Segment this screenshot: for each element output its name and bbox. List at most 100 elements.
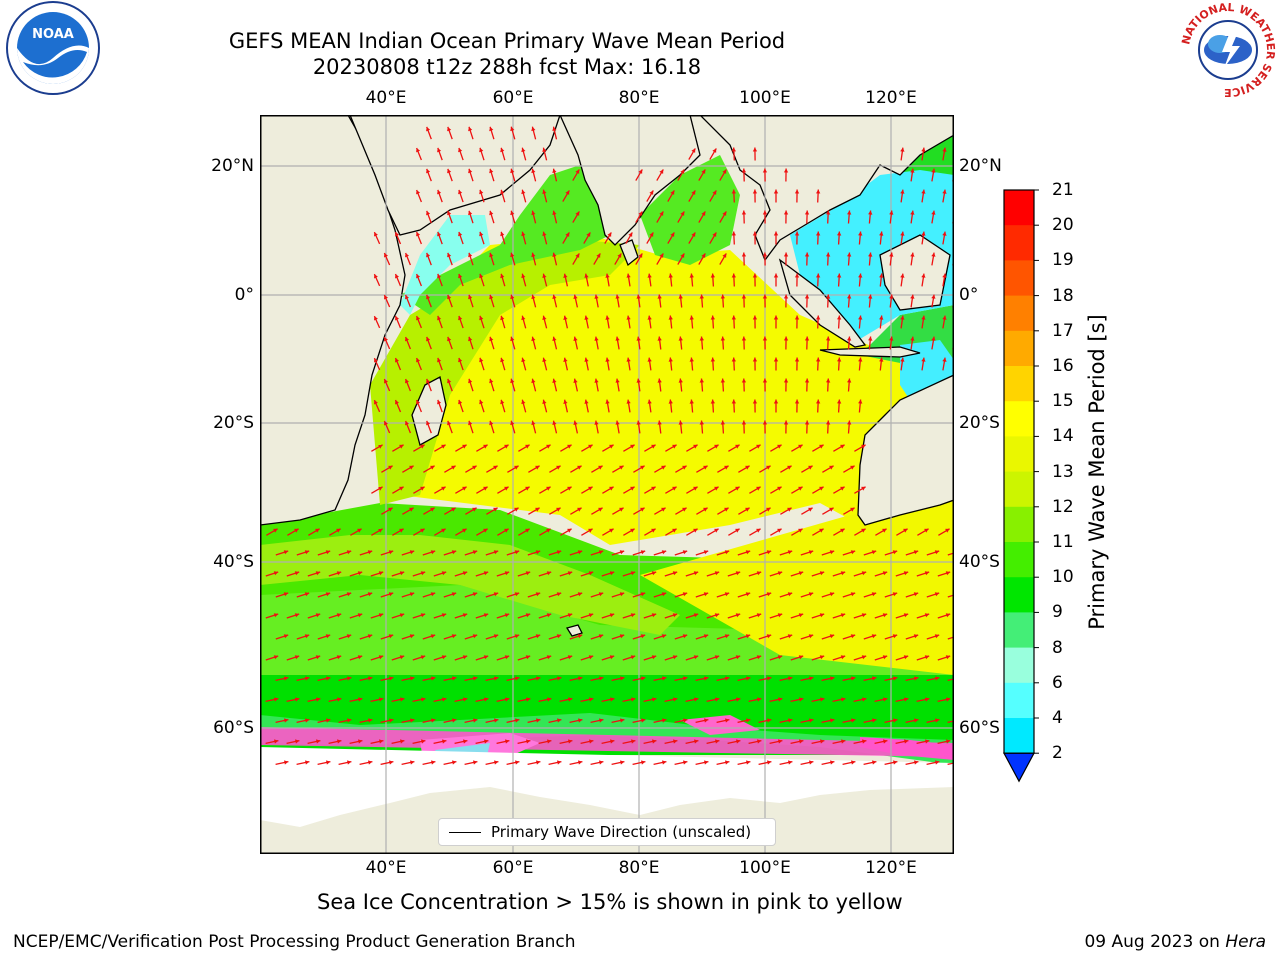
wave-arrow-head [882, 613, 888, 618]
wave-arrow-head [889, 294, 894, 299]
wave-arrow-head [682, 550, 688, 555]
wave-arrow-head [447, 420, 452, 426]
wave-arrow-head [659, 253, 664, 258]
wave-arrow-head [437, 231, 442, 237]
wave-arrow-head [489, 378, 494, 384]
wave-arrow-head [462, 486, 467, 491]
wave-arrow-head [531, 168, 536, 174]
lon-label-bottom-40e: 40°E [365, 858, 407, 878]
wave-arrow-head [525, 571, 531, 576]
colorbar-band [1004, 366, 1034, 402]
wave-arrow-head [546, 571, 552, 576]
wave-arrow-head [479, 357, 484, 363]
wave-arrow-head [304, 592, 310, 597]
wave-arrow-head [388, 592, 394, 597]
lat-label-left-0: 0° [234, 285, 254, 305]
wave-arrow-head [816, 315, 821, 320]
wave-arrow-head [358, 697, 363, 702]
wave-arrow-head [563, 399, 568, 404]
colorbar-band [1004, 190, 1034, 226]
wave-arrow-head [531, 126, 536, 132]
wave-arrow-head [914, 760, 919, 765]
wave-arrow-head [735, 655, 741, 660]
wave-arrow-head [384, 379, 388, 384]
footer-date-text: 09 Aug 2023 on [1084, 932, 1226, 952]
wave-arrow-head [794, 273, 800, 278]
wave-arrow-head [766, 592, 772, 597]
wave-arrow-head [426, 294, 431, 300]
wave-arrow-head [689, 273, 694, 278]
wave-arrow-head [910, 168, 915, 173]
wave-arrow-head [731, 147, 736, 152]
wave-arrow-head [420, 486, 425, 491]
wave-arrow-head [620, 760, 625, 765]
wave-arrow-head [850, 507, 855, 512]
wave-arrow-head [925, 697, 930, 702]
wave-arrow-head [850, 592, 856, 597]
wave-arrow-head [879, 273, 884, 278]
wave-arrow-head [504, 655, 510, 660]
wave-arrow-head [510, 294, 515, 300]
wave-arrow-head [510, 252, 515, 258]
wave-arrow-head [546, 444, 551, 449]
wave-arrow-head [462, 613, 468, 618]
wave-arrow-head [752, 147, 758, 152]
wave-arrow-head [647, 357, 652, 362]
wave-arrow-head [840, 613, 846, 618]
wave-arrow-head [871, 550, 877, 555]
wave-arrow-head [631, 739, 636, 744]
map-grid [260, 115, 954, 854]
wave-arrow-head [430, 465, 435, 470]
wave-arrow-head [468, 378, 473, 384]
wave-arrow-head [556, 507, 561, 512]
wave-arrow-head [847, 378, 852, 383]
wave-arrow-head [416, 190, 421, 195]
wave-arrow-head [531, 378, 536, 384]
wave-arrow-head [783, 210, 789, 215]
wave-arrow-head [594, 420, 599, 425]
wave-arrow-head [720, 336, 725, 341]
wave-arrow-head [678, 378, 683, 383]
wave-arrow-head [305, 676, 310, 681]
lat-label-right-0: 0° [959, 285, 979, 305]
wave-arrow-head [900, 315, 905, 320]
wave-arrow-head [489, 126, 494, 132]
wave-arrow-head [756, 486, 761, 491]
wave-arrow-head [826, 252, 831, 257]
wave-arrow-head [447, 252, 452, 258]
wave-arrow-head [921, 315, 926, 320]
wave-arrow-head [931, 210, 936, 215]
wave-arrow-head [767, 676, 772, 681]
wave-arrow-head [273, 613, 279, 618]
wave-direction-arrows [265, 126, 954, 766]
wave-arrow-head [693, 571, 699, 576]
wave-arrow-head [567, 486, 572, 491]
wave-arrow-head [410, 718, 415, 723]
wave-arrow-head [384, 295, 388, 300]
colorbar-band [1004, 225, 1034, 261]
wave-arrow-head [483, 444, 488, 449]
wave-arrow-head [556, 634, 562, 639]
wave-arrow-head [447, 378, 452, 384]
wave-arrow-head [304, 634, 310, 639]
wave-arrow-head [588, 655, 594, 660]
wave-arrow-head [588, 486, 593, 491]
wave-arrow-head [710, 273, 715, 278]
wave-arrow-head [773, 273, 779, 278]
wave-arrow-head [830, 760, 835, 765]
wave-arrow-head [437, 399, 442, 405]
wave-arrow-head [420, 613, 426, 618]
wave-arrow-head [798, 613, 804, 618]
wave-arrow-head [347, 760, 352, 765]
map-subtitle: 20230808 t12z 288h fcst Max: 16.18 [312, 55, 702, 79]
wave-arrow-head [473, 676, 478, 681]
wave-arrow-head [535, 507, 540, 512]
wave-arrow-head [725, 676, 730, 681]
wave-arrow-head [447, 336, 452, 342]
wave-arrow-head [421, 697, 426, 702]
svg-text:NOAA: NOAA [32, 27, 74, 42]
wave-arrow-head [678, 336, 683, 341]
wave-arrow-head [659, 169, 664, 174]
wave-arrow-head [336, 655, 342, 660]
wave-arrow-head [741, 294, 747, 299]
